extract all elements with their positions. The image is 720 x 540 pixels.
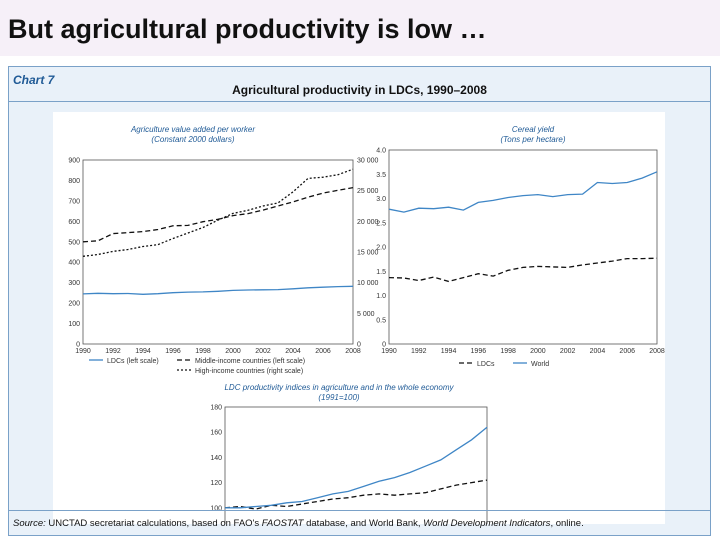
chart1-series-1-line [82,285,354,295]
chart1-y-left-tick: 400 [68,260,80,267]
chart2-y-tick: 0 [382,342,386,349]
chart1-y-left-tick: 500 [68,239,80,246]
chart2-x-tick: 2000 [530,348,546,355]
chart2-x-tick: 1998 [500,348,516,355]
chart-panel: Agriculture value added per worker (Const… [53,112,665,540]
source-note: Source: UNCTAD secretariat calculations,… [13,518,584,529]
chart2-x-tick: 1996 [471,348,487,355]
chart1-y-left-tick: 100 [68,321,80,328]
chart2-y-tick: 3.5 [376,172,386,179]
charts-canvas: Agriculture value added per worker(Const… [68,125,665,540]
chart2-x-tick: 1990 [381,348,397,355]
chart1-y-right-tick: 25 000 [357,188,379,195]
figure-title: Agricultural productivity in LDCs, 1990–… [232,83,487,97]
source-wdi: World Development Indicators [423,518,551,529]
chart1-x-tick: 1996 [165,348,181,355]
source-prefix: Source: [13,518,46,529]
chart1-x-tick: 1990 [75,348,91,355]
chart1-y-left-tick: 700 [68,198,80,205]
chart1-y-left-tick: 800 [68,178,80,185]
chart1-y-left-tick: 300 [68,280,80,287]
chart3-y-tick: 160 [210,430,222,437]
chart3-subtitle: (1991=100) [318,393,359,402]
chart2-x-tick: 2002 [560,348,576,355]
chart2-y-tick: 1.5 [376,269,386,276]
chart1-series-3-line [82,168,354,257]
title-divider [9,101,710,102]
chart3-y-tick: 120 [210,480,222,487]
chart1-x-tick: 1994 [135,348,151,355]
source-text-b: database, and World Bank, [306,518,421,529]
chart2-title: Cereal yield [512,125,555,134]
chart1-title: Agriculture value added per worker [130,125,255,134]
chart1-x-tick: 1992 [105,348,121,355]
chart3-title: LDC productivity indices in agriculture … [224,383,454,392]
source-faostat: FAOSTAT [261,518,304,529]
chart2-y-tick: 3.0 [376,196,386,203]
chart1-y-right-tick: 30 000 [357,158,379,165]
chart3-y-tick: 100 [210,505,222,512]
chart1-plot-area [82,159,354,345]
chart1-y-right-tick: 10 000 [357,280,379,287]
chart3-plot-area [224,406,488,534]
chart3-y-tick: 180 [210,405,222,412]
chart2-legend-2-label: World [531,361,549,368]
chart1-series-2-line [82,186,354,243]
chart2-series-1-line [388,257,658,283]
chart1-subtitle: (Constant 2000 dollars) [151,135,234,144]
chart3-y-tick: 140 [210,455,222,462]
chart1-x-tick: 2000 [225,348,241,355]
chart2-x-tick: 2008 [649,348,665,355]
chart1-y-left-tick: 0 [76,342,80,349]
chart1-y-right-tick: 0 [357,342,361,349]
chart1-y-left-tick: 600 [68,219,80,226]
chart1-y-left-tick: 200 [68,301,80,308]
chart1-x-tick: 2006 [315,348,331,355]
chart2-y-tick: 0.5 [376,317,386,324]
chart2-plot-area [388,149,658,345]
source-text-c: , online. [550,518,584,529]
chart2-legend-1-label: LDCs [477,361,495,368]
chart1-legend-1-label: LDCs (left scale) [107,358,159,365]
chart1-y-right-tick: 20 000 [357,219,379,226]
chart2-y-tick: 4.0 [376,148,386,155]
chart1-legend-2-label: Middle-income countries (left scale) [195,358,305,365]
chart2-x-tick: 2004 [590,348,606,355]
chart1-y-right-tick: 5 000 [357,311,375,318]
chart2-x-tick: 1992 [411,348,427,355]
chart-number: Chart 7 [13,73,55,87]
chart2-y-tick: 1.0 [376,293,386,300]
slide-title: But agricultural productivity is low … [8,14,487,44]
chart2-series-2-line [388,171,658,213]
chart2-subtitle: (Tons per hectare) [500,135,565,144]
source-text-a: UNCTAD secretariat calculations, based o… [48,518,260,529]
figure-frame: Chart 7 Agricultural productivity in LDC… [8,66,711,540]
source-divider [9,510,710,511]
chart1-y-right-tick: 15 000 [357,250,379,257]
chart1-x-tick: 1998 [195,348,211,355]
chart1-x-tick: 2004 [285,348,301,355]
chart1-x-tick: 2008 [345,348,361,355]
chart2-y-tick: 2.0 [376,245,386,252]
chart1-x-tick: 2002 [255,348,271,355]
chart1-legend-3-label: High-income countries (right scale) [195,368,303,375]
chart3-series-2-line [225,426,488,509]
chart2-x-tick: 2006 [619,348,635,355]
chart2-y-tick: 2.5 [376,220,386,227]
chart1-y-left-tick: 900 [68,158,80,165]
slide-title-bar: But agricultural productivity is low … [0,0,720,56]
chart2-x-tick: 1994 [441,348,457,355]
